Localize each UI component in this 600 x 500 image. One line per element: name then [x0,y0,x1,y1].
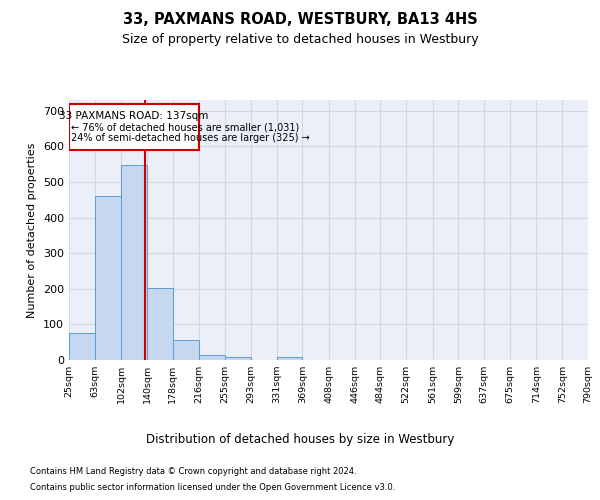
Bar [147,288,173,360]
Bar [225,357,251,360]
Bar [277,357,302,360]
Text: 24% of semi-detached houses are larger (325) →: 24% of semi-detached houses are larger (… [71,134,310,143]
Bar [173,340,199,360]
Text: 33, PAXMANS ROAD, WESTBURY, BA13 4HS: 33, PAXMANS ROAD, WESTBURY, BA13 4HS [122,12,478,28]
Bar [69,332,95,360]
Bar [95,196,121,360]
Y-axis label: Number of detached properties: Number of detached properties [28,142,37,318]
Text: Contains HM Land Registry data © Crown copyright and database right 2024.: Contains HM Land Registry data © Crown c… [30,468,356,476]
Text: ← 76% of detached houses are smaller (1,031): ← 76% of detached houses are smaller (1,… [71,122,299,132]
Text: Size of property relative to detached houses in Westbury: Size of property relative to detached ho… [122,32,478,46]
Bar [199,355,225,360]
Text: Distribution of detached houses by size in Westbury: Distribution of detached houses by size … [146,432,454,446]
Bar [121,165,147,360]
FancyBboxPatch shape [69,104,199,150]
Text: Contains public sector information licensed under the Open Government Licence v3: Contains public sector information licen… [30,482,395,492]
Text: 33 PAXMANS ROAD: 137sqm: 33 PAXMANS ROAD: 137sqm [59,110,208,120]
